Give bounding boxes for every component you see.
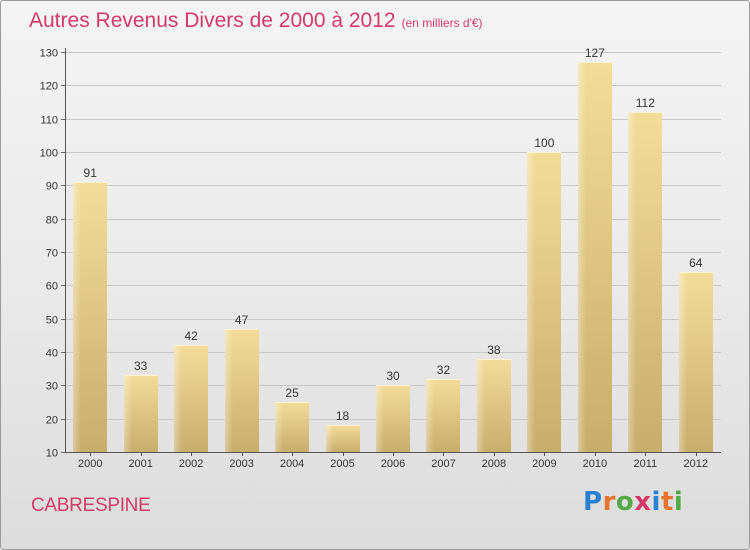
bar-highlight: [426, 379, 434, 452]
bar-highlight: [527, 152, 535, 452]
data-label: 100: [534, 136, 554, 150]
bar-highlight: [275, 402, 283, 452]
data-label: 18: [336, 409, 350, 423]
x-tick-label: 2009: [532, 458, 556, 470]
x-tick-label: 2008: [482, 458, 506, 470]
bar-highlight: [679, 272, 687, 452]
axes: 10 20 30 40 50 60 70 80 90 100 110 120 130 2000 2001 20…: [40, 48, 721, 470]
bar-highlight: [578, 62, 586, 452]
data-label: 64: [689, 256, 703, 270]
chart-subtitle: (en milliers d'€): [401, 16, 483, 30]
y-tick-label: 50: [46, 315, 58, 327]
x-tick-label: 2001: [128, 458, 152, 470]
data-label: 127: [585, 46, 605, 60]
x-tick-label: 2005: [330, 458, 354, 470]
bar-highlight: [628, 112, 636, 452]
bar-highlight: [225, 329, 233, 452]
data-label: 38: [487, 343, 501, 357]
x-tick-label: 2011: [633, 458, 657, 470]
x-tick-label: 2007: [431, 458, 455, 470]
logo-letter: i: [651, 487, 661, 517]
logo-letter: x: [634, 487, 652, 517]
data-label: 32: [437, 363, 451, 377]
bars: [73, 62, 713, 452]
y-tick-label: 20: [46, 415, 58, 427]
y-tick-label: 10: [46, 448, 58, 460]
bar-highlight: [124, 375, 132, 452]
data-label: 91: [84, 166, 98, 180]
data-labels: 91 33 42 47 25 18 30 32 38 100 127 112 64: [84, 46, 703, 423]
data-label: 47: [235, 313, 249, 327]
logo-letter: o: [615, 487, 635, 517]
y-tick-label: 40: [46, 348, 58, 360]
chart-title-block: Autres Revenus Divers de 2000 à 2012 (en …: [29, 9, 483, 33]
x-tick-label: 2002: [179, 458, 203, 470]
bar-highlight: [73, 182, 81, 452]
x-tick-label: 2012: [684, 458, 708, 470]
y-tick-label: 90: [46, 181, 58, 193]
y-tick-label: 130: [40, 48, 58, 60]
x-tick-label: 2010: [583, 458, 607, 470]
y-tick-label: 60: [46, 281, 58, 293]
location-label: CABRESPINE: [31, 495, 151, 516]
data-label: 25: [285, 386, 299, 400]
bar-highlight: [174, 345, 182, 452]
x-tick-label: 2003: [229, 458, 253, 470]
y-tick-label: 70: [46, 248, 58, 260]
data-label: 112: [636, 96, 655, 110]
y-tick-label: 100: [40, 148, 58, 160]
x-tick-label: 2000: [78, 458, 102, 470]
bar-highlight: [326, 425, 334, 452]
bar-highlight: [376, 385, 384, 452]
x-tick-label: 2004: [280, 458, 304, 470]
x-tick-label: 2006: [381, 458, 405, 470]
chart-title: Autres Revenus Divers de 2000 à 2012: [29, 9, 396, 32]
data-label: 30: [386, 369, 400, 383]
logo-letter: P: [583, 487, 603, 517]
y-tick-label: 110: [40, 115, 58, 127]
logo-letter: r: [602, 487, 616, 517]
y-tick-label: 30: [46, 381, 58, 393]
logo-letter: i: [673, 487, 684, 517]
data-label: 33: [134, 359, 148, 373]
y-tick-label: 80: [46, 215, 58, 227]
y-tick-label: 120: [40, 81, 58, 93]
logo-letter: t: [660, 487, 674, 517]
bar-highlight: [477, 359, 485, 452]
data-label: 42: [184, 329, 198, 343]
proxiti-logo: Proxiti: [583, 487, 683, 517]
